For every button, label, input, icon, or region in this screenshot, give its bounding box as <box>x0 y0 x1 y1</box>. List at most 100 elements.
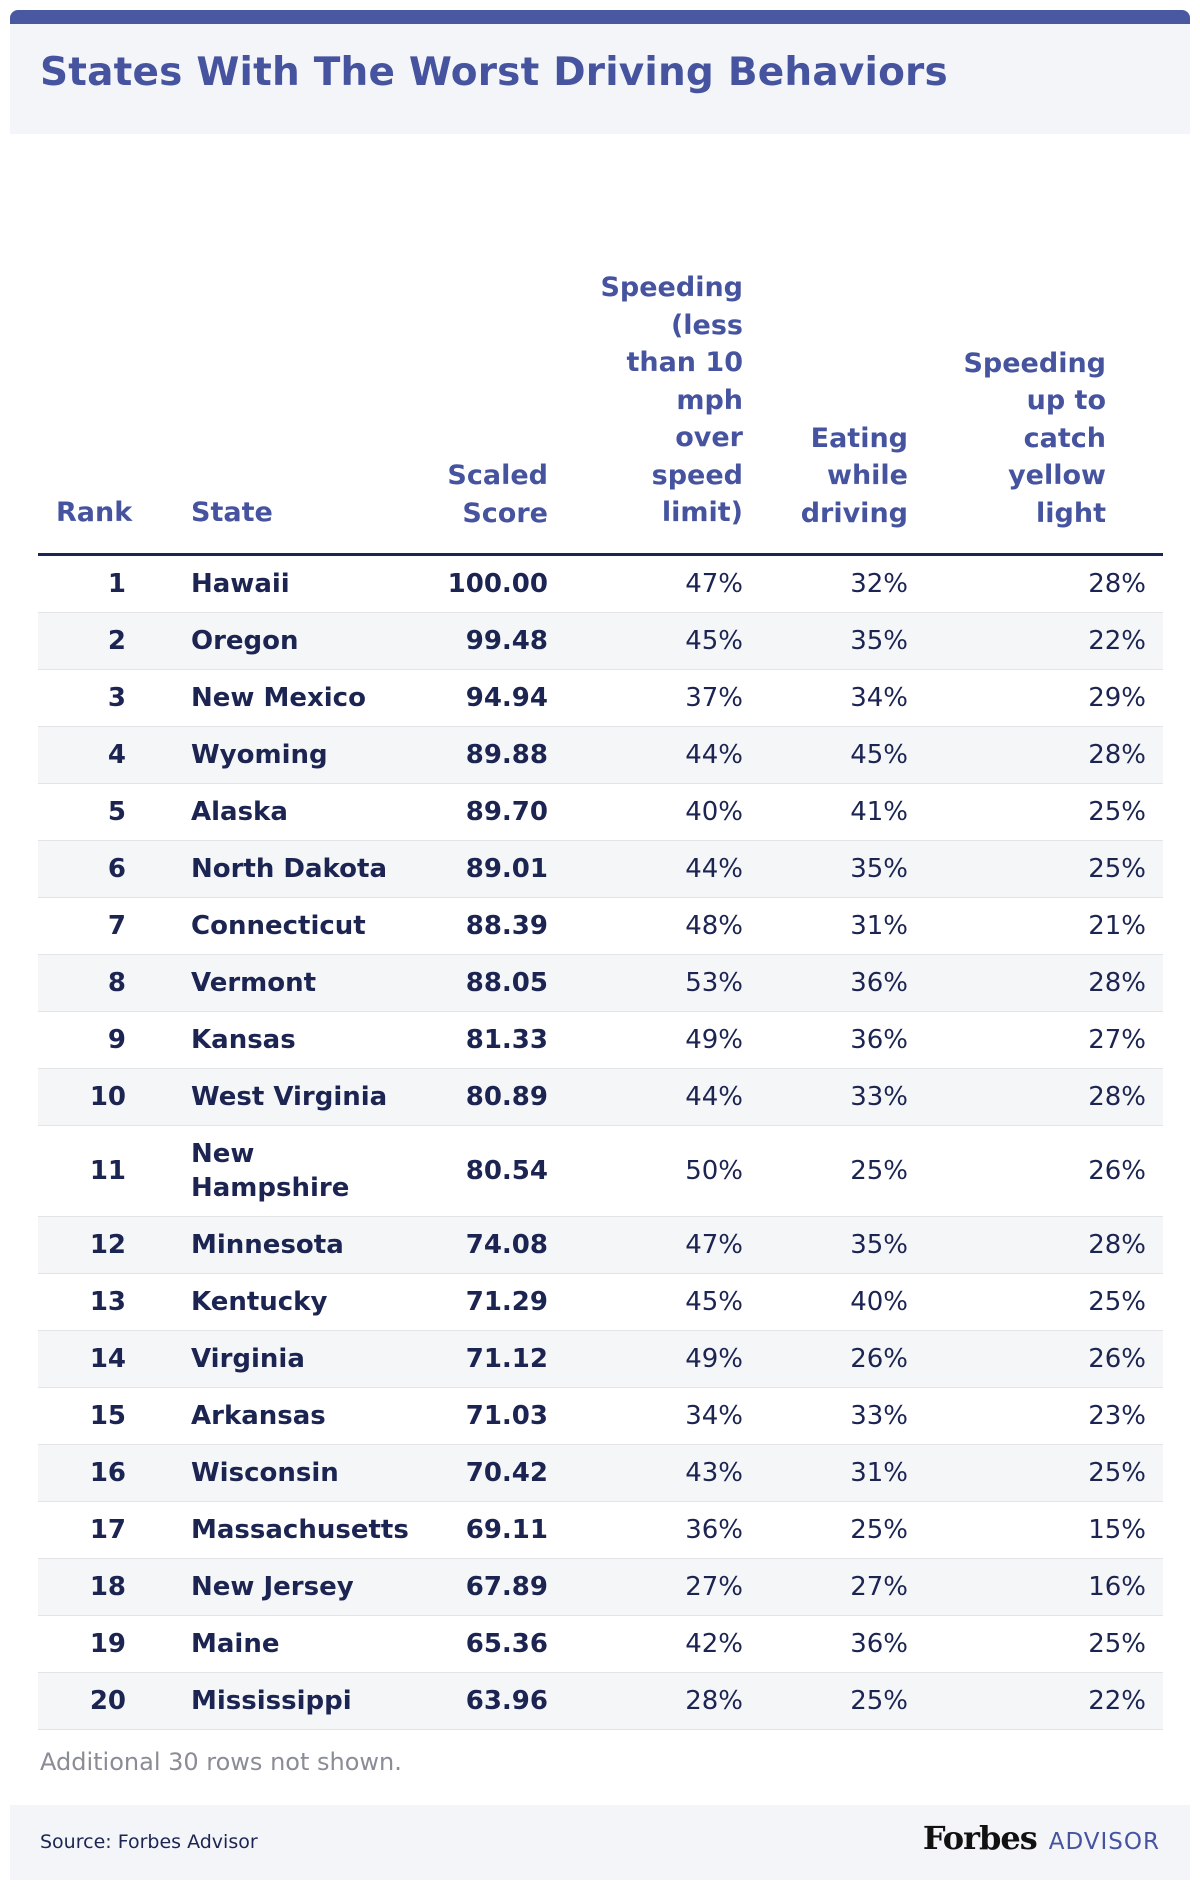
eating-cell: 35% <box>850 1230 908 1260</box>
eating-cell: 40% <box>850 1287 908 1317</box>
column-header-state: State <box>191 497 273 528</box>
rank-cell: 8 <box>107 968 126 998</box>
table-row: 6 North Dakota 89.01 44% 35% 25% <box>38 841 1163 898</box>
speeding-cell: 45% <box>685 626 743 656</box>
column-header-speeding: Speeding (less than 10 mph over speed li… <box>600 272 743 528</box>
page-title: States With The Worst Driving Behaviors <box>40 50 948 95</box>
yellow-light-cell: 27% <box>1088 1025 1146 1055</box>
eating-cell: 34% <box>850 683 908 713</box>
speeding-cell: 45% <box>685 1287 743 1317</box>
state-cell: Kentucky <box>191 1287 328 1317</box>
table-row: 5 Alaska 89.70 40% 41% 25% <box>38 784 1163 841</box>
rank-cell: 3 <box>107 683 126 713</box>
eating-cell: 25% <box>850 1515 908 1545</box>
scaled-score-cell: 80.89 <box>465 1082 548 1112</box>
eating-cell: 35% <box>850 626 908 656</box>
speeding-cell: 47% <box>685 1230 743 1260</box>
state-cell: North Dakota <box>191 854 387 884</box>
rank-cell: 6 <box>107 854 126 884</box>
yellow-light-cell: 25% <box>1088 1458 1146 1488</box>
eating-cell: 45% <box>850 740 908 770</box>
yellow-light-cell: 21% <box>1088 911 1146 941</box>
speeding-cell: 50% <box>685 1156 743 1186</box>
eating-cell: 36% <box>850 1629 908 1659</box>
eating-cell: 27% <box>850 1572 908 1602</box>
state-cell: New Mexico <box>191 683 366 713</box>
scaled-score-cell: 88.05 <box>465 968 548 998</box>
rank-cell: 12 <box>89 1230 126 1260</box>
eating-cell: 33% <box>850 1082 908 1112</box>
speeding-cell: 47% <box>685 569 743 599</box>
eating-cell: 41% <box>850 797 908 827</box>
state-cell: Massachusetts <box>191 1515 409 1545</box>
rank-cell: 18 <box>89 1572 126 1602</box>
state-cell: Arkansas <box>191 1401 326 1431</box>
scaled-score-cell: 89.88 <box>465 740 548 770</box>
eating-cell: 31% <box>850 911 908 941</box>
speeding-cell: 43% <box>685 1458 743 1488</box>
table-row: 1 Hawaii 100.00 47% 32% 28% <box>38 556 1163 613</box>
table-row: 9 Kansas 81.33 49% 36% 27% <box>38 1012 1163 1069</box>
column-header-eating: Eating while driving <box>800 422 908 529</box>
scaled-score-cell: 81.33 <box>465 1025 548 1055</box>
rank-cell: 5 <box>107 797 126 827</box>
state-cell: New Jersey <box>191 1572 354 1602</box>
scaled-score-cell: 71.12 <box>465 1344 548 1374</box>
state-cell: Kansas <box>191 1025 296 1055</box>
rank-cell: 2 <box>107 626 126 656</box>
scaled-score-cell: 71.03 <box>465 1401 548 1431</box>
eating-cell: 32% <box>850 569 908 599</box>
rank-cell: 14 <box>89 1344 126 1374</box>
scaled-score-cell: 65.36 <box>465 1629 548 1659</box>
eating-cell: 35% <box>850 854 908 884</box>
yellow-light-cell: 28% <box>1088 740 1146 770</box>
table-row: 14 Virginia 71.12 49% 26% 26% <box>38 1331 1163 1388</box>
eating-cell: 26% <box>850 1344 908 1374</box>
eating-cell: 36% <box>850 1025 908 1055</box>
yellow-light-cell: 28% <box>1088 1230 1146 1260</box>
table-row: 10 West Virginia 80.89 44% 33% 28% <box>38 1069 1163 1126</box>
rank-cell: 16 <box>89 1458 126 1488</box>
state-cell: West Virginia <box>191 1082 388 1112</box>
state-cell: Mississippi <box>191 1686 352 1716</box>
table-row: 13 Kentucky 71.29 45% 40% 25% <box>38 1274 1163 1331</box>
yellow-light-cell: 23% <box>1088 1401 1146 1431</box>
table-row: 4 Wyoming 89.88 44% 45% 28% <box>38 727 1163 784</box>
yellow-light-cell: 26% <box>1088 1344 1146 1374</box>
table-row: 20 Mississippi 63.96 28% 25% 22% <box>38 1673 1163 1730</box>
scaled-score-cell: 94.94 <box>465 683 548 713</box>
table-row: 15 Arkansas 71.03 34% 33% 23% <box>38 1388 1163 1445</box>
title-banner: States With The Worst Driving Behaviors <box>10 24 1190 134</box>
state-cell: Maine <box>191 1629 280 1659</box>
footer-bar: Source: Forbes Advisor Forbes ADVISOR <box>10 1805 1190 1880</box>
state-cell: Hawaii <box>191 569 290 599</box>
speeding-cell: 27% <box>685 1572 743 1602</box>
header-divider <box>38 553 1163 556</box>
rank-cell: 9 <box>107 1025 126 1055</box>
yellow-light-cell: 16% <box>1088 1572 1146 1602</box>
speeding-cell: 36% <box>685 1515 743 1545</box>
scaled-score-cell: 80.54 <box>465 1156 548 1186</box>
scaled-score-cell: 100.00 <box>447 569 548 599</box>
rank-cell: 11 <box>89 1156 126 1186</box>
column-header-rank: Rank <box>56 497 133 528</box>
speeding-cell: 40% <box>685 797 743 827</box>
table-body: 1 Hawaii 100.00 47% 32% 28% 2 Oregon 99.48 45% 35%… <box>38 556 1163 1730</box>
state-cell: Oregon <box>191 626 299 656</box>
rank-cell: 10 <box>89 1082 126 1112</box>
scaled-score-cell: 69.11 <box>465 1515 548 1545</box>
table-row: 11 New Hampshire 80.54 50% 25% 26% <box>38 1126 1163 1217</box>
table-row: 16 Wisconsin 70.42 43% 31% 25% <box>38 1445 1163 1502</box>
table-row: 17 Massachusetts 69.11 36% 25% 15% <box>38 1502 1163 1559</box>
state-cell: New Hampshire <box>191 1139 350 1203</box>
footnote: Additional 30 rows not shown. <box>40 1748 402 1776</box>
rank-cell: 7 <box>107 911 126 941</box>
yellow-light-cell: 22% <box>1088 626 1146 656</box>
speeding-cell: 28% <box>685 1686 743 1716</box>
speeding-cell: 42% <box>685 1629 743 1659</box>
speeding-cell: 44% <box>685 854 743 884</box>
table-row: 12 Minnesota 74.08 47% 35% 28% <box>38 1217 1163 1274</box>
source-credit: Source: Forbes Advisor <box>40 1831 258 1853</box>
eating-cell: 31% <box>850 1458 908 1488</box>
table-row: 3 New Mexico 94.94 37% 34% 29% <box>38 670 1163 727</box>
